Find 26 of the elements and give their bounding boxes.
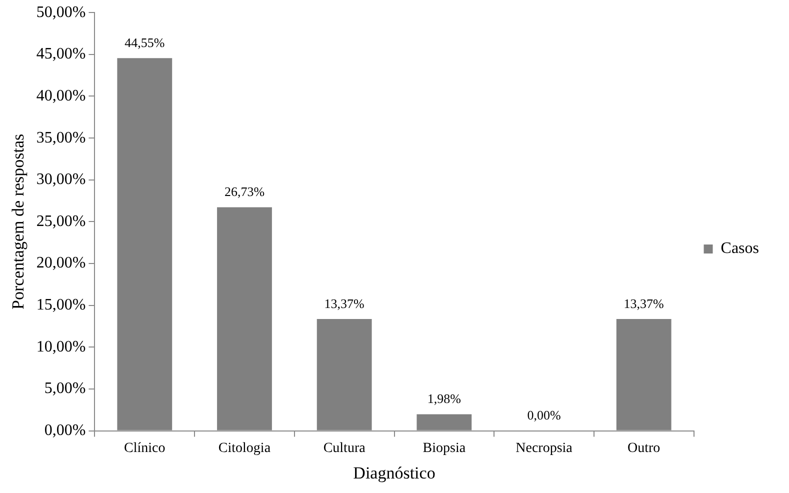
x-axis-title: Diagnóstico [353,463,436,482]
x-tick-label: Biopsia [422,440,466,456]
y-tick-label: 45,00% [36,46,86,63]
data-label: 1,98% [427,391,462,406]
y-tick-label: 5,00% [44,380,86,398]
x-tick-label: Necropsia [516,440,574,456]
y-tick-label: 10,00% [36,338,86,356]
data-label: 26,73% [224,184,265,200]
data-label: 44,55% [124,35,165,50]
legend-label: Casos [720,240,760,258]
y-tick-label: 40,00% [36,87,86,104]
x-tick-label: Clínico [124,440,166,456]
y-tick-label: 30,00% [36,171,86,188]
y-tick-label: 25,00% [36,212,86,230]
y-tick-label: 35,00% [36,129,86,146]
x-tick-label: Cultura [323,440,366,456]
x-tick-label: Citologia [218,440,272,456]
y-tick-label: 0,00% [44,422,86,440]
data-label: 0,00% [527,408,561,423]
x-tick-label: Outro [628,440,660,456]
y-tick-label: 15,00% [36,296,86,314]
y-tick-label: 50,00% [36,4,86,21]
y-tick-label: 20,00% [36,254,86,272]
data-label: 13,37% [624,296,664,311]
y-axis-title: Porcentagem de respostas [8,134,28,310]
data-label: 13,37% [324,296,365,311]
